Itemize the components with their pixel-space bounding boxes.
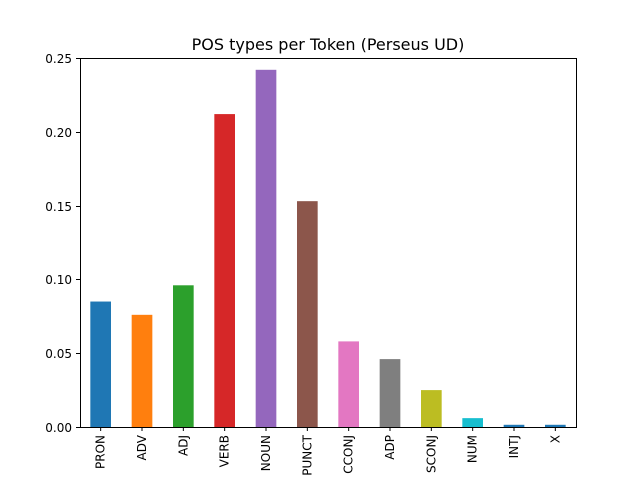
- bar-sconj: [421, 390, 442, 427]
- bar-pron: [90, 301, 111, 427]
- bar-intj: [503, 424, 525, 427]
- bar-verb: [214, 114, 235, 427]
- bars-group: [90, 69, 566, 427]
- x-tick-label-noun: NOUN: [259, 435, 273, 471]
- bar-adj: [173, 285, 194, 427]
- bar-adp: [379, 359, 401, 427]
- y-tick-label-1: 0.05: [45, 347, 72, 361]
- x-axis: PRON ADV ADJ VERB NOUN PUNCT CCONJ ADP SCONJ NUM I…: [94, 427, 562, 476]
- x-tick-label-cconj: CCONJ: [342, 435, 356, 474]
- x-tick-label-punct: PUNCT: [300, 434, 314, 475]
- bar-noun: [255, 69, 277, 427]
- y-tick-label-0: 0.00: [45, 421, 72, 435]
- x-tick-label-adp: ADP: [383, 435, 397, 460]
- bar-num: [462, 418, 483, 427]
- x-tick-label-verb: VERB: [218, 435, 232, 467]
- y-tick-label-5: 0.25: [45, 52, 72, 66]
- plot-frame: [80, 58, 577, 428]
- bar-cconj: [338, 341, 359, 427]
- x-tick-label-adj: ADJ: [176, 435, 190, 456]
- chart-title: POS types per Token (Perseus UD): [192, 35, 465, 54]
- x-tick-label-pron: PRON: [94, 435, 108, 469]
- x-tick-label-sconj: SCONJ: [424, 435, 438, 473]
- bar-adv: [131, 314, 153, 427]
- y-axis: 0.00 0.05 0.10 0.15 0.20 0.25: [45, 52, 80, 435]
- y-tick-label-4: 0.20: [45, 126, 72, 140]
- bar-punct: [297, 201, 318, 427]
- x-tick-label-x: X: [548, 435, 562, 443]
- y-tick-label-2: 0.10: [45, 273, 72, 287]
- bar-x: [545, 424, 566, 427]
- y-tick-label-3: 0.15: [45, 200, 72, 214]
- x-tick-label-num: NUM: [466, 435, 480, 463]
- x-tick-label-adv: ADV: [135, 434, 149, 460]
- x-tick-label-intj: INTJ: [507, 435, 521, 458]
